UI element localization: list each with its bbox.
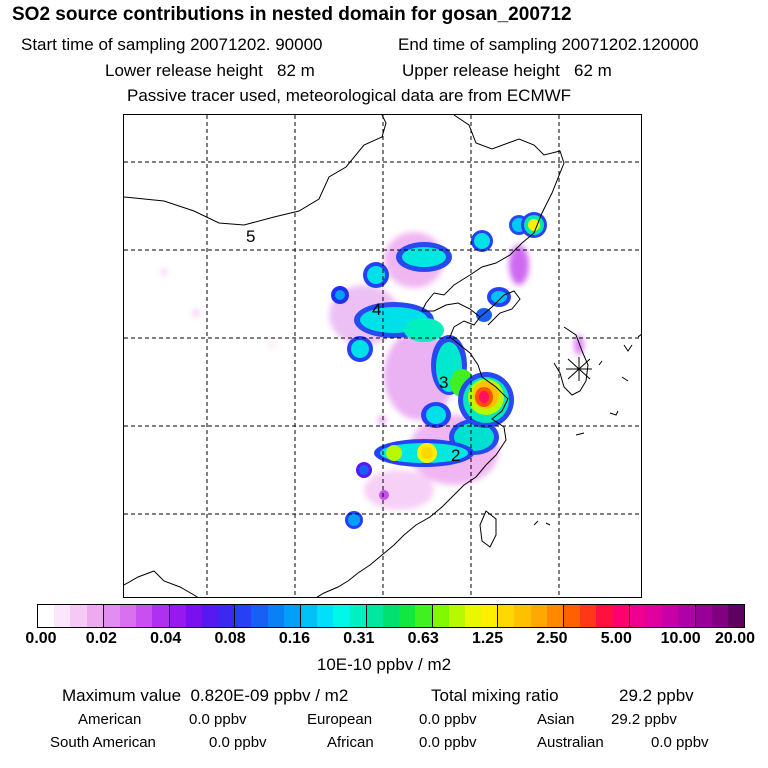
- colorbar-swatch: [152, 605, 170, 627]
- coastlines: [124, 115, 641, 597]
- region-european-value: 0.0 ppbv: [419, 711, 477, 728]
- colorbar-tick-label: 5.00: [600, 630, 632, 647]
- maximum-value: Maximum value 0.820E-09 ppbv / m2: [62, 686, 349, 705]
- colorbar: [37, 604, 745, 628]
- upper-release-height: Upper release height 62 m: [402, 61, 612, 80]
- colorbar-tick-label: 2.50: [536, 630, 568, 647]
- colorbar-swatch: [464, 605, 482, 627]
- colorbar-swatch: [267, 605, 284, 627]
- colorbar-tick-label: 0.63: [407, 630, 439, 647]
- start-time: Start time of sampling 20071202. 90000: [21, 35, 323, 54]
- colorbar-swatch: [546, 605, 564, 627]
- colorbar-swatch: [580, 605, 597, 627]
- plume-body: [331, 212, 547, 529]
- colorbar-swatch: [54, 605, 71, 627]
- colorbar-swatch: [678, 605, 696, 627]
- colorbar-swatch: [235, 605, 252, 627]
- page-title: SO2 source contributions in nested domai…: [12, 4, 572, 25]
- colorbar-swatch: [399, 605, 416, 627]
- colorbar-swatch: [301, 605, 318, 627]
- colorbar-swatch: [333, 605, 350, 627]
- colorbar-swatch: [481, 605, 499, 627]
- map-canvas: 5 4 3 2: [124, 115, 641, 597]
- colorbar-swatch: [185, 605, 202, 627]
- colorbar-tick-label: 10.00: [660, 630, 701, 647]
- region-australian-label: Australian: [537, 734, 604, 751]
- colorbar-swatch: [103, 605, 120, 627]
- colorbar-swatch: [596, 605, 613, 627]
- colorbar-tick-label: 0.31: [343, 630, 375, 647]
- region-american-value: 0.0 ppbv: [189, 711, 247, 728]
- colorbar-swatch: [530, 605, 547, 627]
- colorbar-swatch: [38, 605, 55, 627]
- source-label-3: 3: [439, 373, 448, 392]
- graticule: [124, 115, 641, 597]
- source-label-5: 5: [246, 227, 255, 246]
- region-african-value: 0.0 ppbv: [419, 734, 477, 751]
- region-asian-value: 29.2 ppbv: [611, 711, 677, 728]
- region-asian-label: Asian: [537, 711, 575, 728]
- tracer-note: Passive tracer used, meteorological data…: [127, 86, 572, 105]
- colorbar-swatch: [695, 605, 712, 627]
- colorbar-swatch: [201, 605, 219, 627]
- total-mixing-label: Total mixing ratio: [431, 686, 559, 705]
- colorbar-swatch: [432, 605, 449, 627]
- colorbar-tick-label: 20.00: [714, 630, 756, 647]
- colorbar-swatch: [366, 605, 383, 627]
- region-american-label: American: [78, 711, 142, 728]
- colorbar-swatch: [251, 605, 268, 627]
- colorbar-swatch: [415, 605, 433, 627]
- end-time: End time of sampling 20071202.120000: [398, 35, 699, 54]
- source-label-2: 2: [451, 446, 460, 465]
- colorbar-tick-label: 0.16: [278, 630, 311, 647]
- colorbar-swatch: [169, 605, 186, 627]
- colorbar-swatch: [349, 605, 367, 627]
- colorbar-swatch: [564, 605, 581, 627]
- colorbar-swatch: [629, 605, 646, 627]
- colorbar-swatch: [645, 605, 663, 627]
- colorbar-swatch: [136, 605, 153, 627]
- colorbar-swatch: [283, 605, 301, 627]
- region-african-label: African: [327, 734, 374, 751]
- colorbar-swatch: [514, 605, 531, 627]
- colorbar-swatch: [498, 605, 515, 627]
- colorbar-tick-label: 0.02: [85, 630, 117, 647]
- colorbar-swatch: [119, 605, 137, 627]
- colorbar-tick-label: 0.00: [25, 630, 57, 647]
- colorbar-tick-label: 1.25: [471, 630, 504, 647]
- region-european-label: European: [307, 711, 373, 728]
- colorbar-swatch: [612, 605, 630, 627]
- gosan-station-asterisk: [566, 357, 592, 381]
- colorbar-swatch: [86, 605, 104, 627]
- colorbar-tick-label: 0.04: [150, 630, 182, 647]
- colorbar-swatch: [448, 605, 465, 627]
- region-australian-value: 0.0 ppbv: [651, 734, 709, 751]
- lower-release-height: Lower release height 82 m: [105, 61, 315, 80]
- colorbar-units: 10E-10 ppbv / m2: [316, 655, 452, 674]
- colorbar-swatch: [662, 605, 679, 627]
- source-label-4: 4: [372, 300, 381, 319]
- colorbar-swatch: [711, 605, 728, 627]
- colorbar-swatch: [218, 605, 236, 627]
- colorbar-swatch: [70, 605, 87, 627]
- colorbar-tick-label: 0.08: [214, 630, 246, 647]
- colorbar-swatch: [317, 605, 334, 627]
- map-panel: 5 4 3 2: [123, 114, 642, 598]
- colorbar-swatch: [727, 605, 745, 627]
- region-south-american-label: South American: [50, 734, 156, 751]
- colorbar-swatch: [382, 605, 400, 627]
- total-mixing-value: 29.2 ppbv: [619, 686, 694, 705]
- region-south-american-value: 0.0 ppbv: [209, 734, 267, 751]
